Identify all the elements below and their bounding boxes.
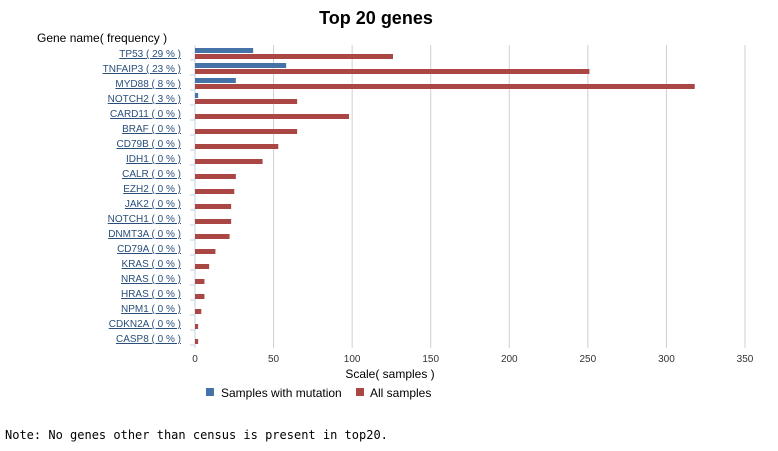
gene-link[interactable]: CARD11 ( 0 % ) xyxy=(110,109,181,120)
x-tick-label: 350 xyxy=(737,354,754,365)
gene-link[interactable]: CASP8 ( 0 % ) xyxy=(116,334,181,345)
x-axis-title: Scale( samples ) xyxy=(345,367,434,381)
bar-all-samples xyxy=(195,219,232,224)
bar-all-samples xyxy=(195,159,263,164)
x-tick-label: 150 xyxy=(422,354,439,365)
legend-label-mutation[interactable]: Samples with mutation xyxy=(221,386,342,400)
gene-link[interactable]: CD79B ( 0 % ) xyxy=(117,139,181,150)
gene-link[interactable]: NPM1 ( 0 % ) xyxy=(121,304,181,315)
bar-all-samples xyxy=(195,234,230,239)
gene-link[interactable]: MYD88 ( 8 % ) xyxy=(115,79,181,90)
bar-all-samples xyxy=(195,324,199,329)
gene-link[interactable]: NRAS ( 0 % ) xyxy=(121,274,181,285)
chart-title: Top 20 genes xyxy=(319,8,433,28)
bar-mutation xyxy=(195,63,287,68)
legend-label-all-samples[interactable]: All samples xyxy=(370,386,431,400)
gene-link[interactable]: HRAS ( 0 % ) xyxy=(121,289,181,300)
legend-swatch-all-samples[interactable] xyxy=(356,388,364,396)
y-axis-title: Gene name( frequency ) xyxy=(37,31,167,45)
gene-link[interactable]: CALR ( 0 % ) xyxy=(122,169,181,180)
bar-all-samples xyxy=(195,294,205,299)
bar-all-samples xyxy=(195,339,199,344)
gene-link[interactable]: DNMT3A ( 0 % ) xyxy=(108,229,181,240)
gene-link[interactable]: CD79A ( 0 % ) xyxy=(117,244,181,255)
chart-svg: Top 20 genes Gene name( frequency ) 0 50 100… xyxy=(37,8,754,400)
bar-all-samples xyxy=(195,54,393,59)
x-tick-label: 50 xyxy=(268,354,280,365)
x-tick-label: 250 xyxy=(580,354,597,365)
gene-link[interactable]: IDH1 ( 0 % ) xyxy=(126,154,181,165)
bar-mutation xyxy=(195,93,199,98)
bar-all-samples xyxy=(195,174,236,179)
x-tick-label: 200 xyxy=(501,354,518,365)
bar-all-samples xyxy=(195,99,298,104)
gene-link[interactable]: JAK2 ( 0 % ) xyxy=(125,199,181,210)
gene-link[interactable]: BRAF ( 0 % ) xyxy=(122,124,181,135)
top-genes-chart: Top 20 genes Gene name( frequency ) 0 50 100… xyxy=(37,8,754,400)
bar-mutation xyxy=(195,78,236,83)
bar-all-samples xyxy=(195,69,590,74)
gene-link[interactable]: TNFAIP3 ( 23 % ) xyxy=(103,64,181,75)
bar-all-samples xyxy=(195,279,205,284)
bar-all-samples xyxy=(195,189,235,194)
bar-all-samples xyxy=(195,144,279,149)
gene-link[interactable]: CDKN2A ( 0 % ) xyxy=(109,319,181,330)
gene-link[interactable]: TP53 ( 29 % ) xyxy=(119,49,181,60)
x-tick-label: 300 xyxy=(658,354,675,365)
bar-all-samples xyxy=(195,309,202,314)
x-tick-label: 100 xyxy=(344,354,361,365)
gene-link[interactable]: NOTCH2 ( 3 % ) xyxy=(108,94,181,105)
bar-all-samples xyxy=(195,84,695,89)
bar-all-samples xyxy=(195,114,349,119)
legend-swatch-mutation[interactable] xyxy=(206,388,214,396)
bar-all-samples xyxy=(195,204,232,209)
bar-mutation xyxy=(195,48,254,53)
gene-link[interactable]: EZH2 ( 0 % ) xyxy=(123,184,181,195)
gene-link[interactable]: NOTCH1 ( 0 % ) xyxy=(108,214,181,225)
bar-all-samples xyxy=(195,264,210,269)
bar-all-samples xyxy=(195,249,216,254)
bar-all-samples xyxy=(195,129,298,134)
note-text: Note: No genes other than census is pres… xyxy=(5,428,388,442)
x-tick-label: 0 xyxy=(192,354,198,365)
gene-link[interactable]: KRAS ( 0 % ) xyxy=(122,259,181,270)
